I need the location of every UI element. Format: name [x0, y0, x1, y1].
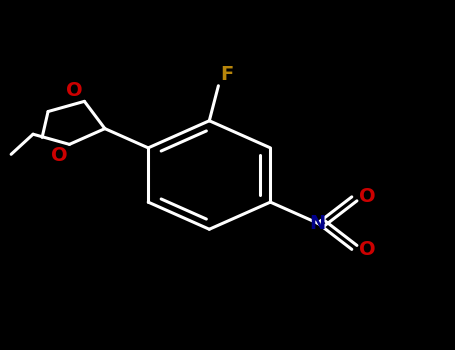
- Text: F: F: [221, 65, 234, 84]
- Text: O: O: [359, 187, 375, 206]
- Text: O: O: [66, 80, 82, 100]
- Text: O: O: [359, 240, 375, 259]
- Text: O: O: [51, 146, 67, 165]
- Text: N: N: [309, 214, 326, 233]
